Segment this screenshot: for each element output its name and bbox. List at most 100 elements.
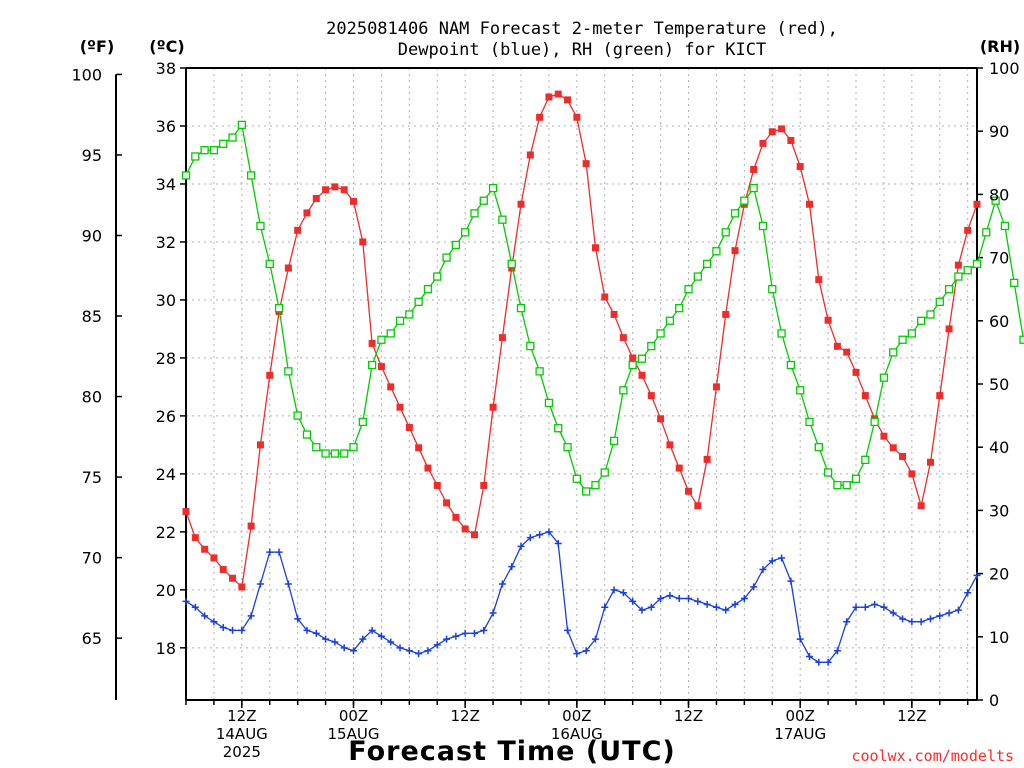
dewpoint-point — [657, 595, 665, 603]
dewpoint-point — [740, 595, 748, 603]
rh-point — [582, 487, 591, 496]
rh-point — [991, 196, 1000, 205]
rh-point — [237, 120, 246, 130]
rh-tick-label: 40 — [989, 438, 1009, 457]
rh-point — [637, 354, 647, 363]
rh-point — [228, 133, 237, 142]
temperature-point — [945, 325, 953, 333]
dewpoint-point — [908, 618, 916, 626]
series-layer — [181, 90, 1024, 666]
rh-point — [768, 285, 777, 294]
x-axis-label: Forecast Time (UTC) — [348, 736, 675, 767]
temperature-point — [452, 513, 460, 521]
dewpoint-point — [926, 615, 934, 623]
temperature-line — [185, 93, 978, 589]
temperature-point — [778, 125, 786, 133]
dewpoint-point — [703, 600, 711, 608]
temperature-point — [768, 128, 776, 136]
dewpoint-point — [889, 609, 897, 617]
rh-point — [591, 480, 600, 490]
dewpoint-point — [591, 635, 599, 643]
celsius-tick-label: 30 — [156, 291, 176, 310]
temperature-point — [824, 316, 832, 324]
temperature-point — [405, 423, 413, 431]
temperature-point — [536, 113, 544, 121]
rh-tick-label: 70 — [989, 249, 1009, 268]
rh-point — [796, 386, 805, 395]
rh-point — [972, 259, 982, 269]
temperature-point — [461, 525, 469, 533]
celsius-tick-label: 36 — [156, 117, 176, 136]
dewpoint-point — [219, 624, 227, 632]
temperature-point — [833, 342, 841, 350]
rh-point — [702, 259, 712, 269]
rh-point — [405, 310, 414, 319]
rh-point — [963, 266, 972, 275]
chart-title-line-1: 2025081406 NAM Forecast 2-meter Temperat… — [326, 19, 838, 39]
temperature-point — [601, 293, 609, 301]
dewpoint-point — [443, 635, 451, 643]
temperature-point — [443, 499, 451, 507]
dewpoint-point — [489, 609, 497, 617]
temperature-point — [582, 160, 590, 168]
x-tick-label: 15AUG — [328, 725, 380, 743]
rh-point — [665, 316, 675, 325]
rh-point — [954, 272, 963, 281]
temperature-point — [377, 363, 385, 371]
chart-title-line-2: Dewpoint (blue), RH (green) for KICT — [398, 40, 766, 60]
temperature-point — [759, 139, 767, 147]
fahrenheit-tick-label: 95 — [82, 146, 102, 165]
x-tick-label: 17AUG — [774, 725, 826, 743]
rh-point — [889, 348, 898, 357]
dewpoint-point — [201, 612, 209, 620]
dewpoint-point — [424, 647, 432, 655]
rh-point — [312, 443, 321, 452]
dewpoint-point — [470, 629, 478, 637]
rh-point — [200, 146, 209, 155]
temperature-point — [396, 403, 404, 411]
temperature-point — [889, 444, 897, 452]
fahrenheit-tick-label: 70 — [82, 549, 102, 568]
rh-point — [386, 329, 395, 338]
rh-point — [544, 398, 554, 408]
dewpoint-point — [461, 629, 469, 637]
dewpoint-point — [582, 647, 590, 655]
rh-point — [293, 411, 302, 420]
temperature-point — [238, 583, 246, 591]
rh-point — [721, 228, 730, 237]
rh-point — [693, 272, 702, 281]
rh-point — [358, 417, 367, 427]
dewpoint-point — [815, 658, 823, 666]
temperature-point — [657, 415, 665, 423]
dewpoint-point — [210, 618, 218, 626]
dewpoint-point — [852, 603, 860, 611]
dewpoint-point — [545, 528, 553, 536]
rh-tick-label: 0 — [989, 691, 999, 710]
rh-point — [851, 474, 861, 483]
temperature-point — [387, 383, 395, 391]
dewpoint-point — [880, 603, 888, 611]
dewpoint-point — [433, 641, 441, 649]
dewpoint-point — [536, 531, 544, 539]
dewpoint-point — [396, 644, 404, 652]
dewpoint-point — [303, 626, 311, 634]
dewpoint-point — [331, 638, 339, 646]
dewpoint-point — [508, 563, 516, 571]
temperature-point — [182, 508, 190, 516]
dewpoint-point — [824, 658, 832, 666]
dewpoint-point — [359, 635, 367, 643]
rh-tick-label: 80 — [989, 185, 1009, 204]
rh-point — [461, 228, 470, 237]
x-tick-label: 12Z — [674, 707, 703, 725]
dewpoint-point — [722, 606, 730, 614]
rh-point — [507, 259, 516, 269]
rh-point — [246, 171, 256, 180]
left-unit-fahrenheit: (ºF) — [80, 37, 115, 56]
rh-point — [377, 335, 386, 344]
dewpoint-point — [415, 650, 423, 658]
rh-point — [749, 183, 758, 193]
dewpoint-point — [284, 580, 292, 588]
rh-point — [935, 297, 944, 306]
temperature-point — [954, 261, 962, 269]
dewpoint-point — [480, 626, 488, 634]
